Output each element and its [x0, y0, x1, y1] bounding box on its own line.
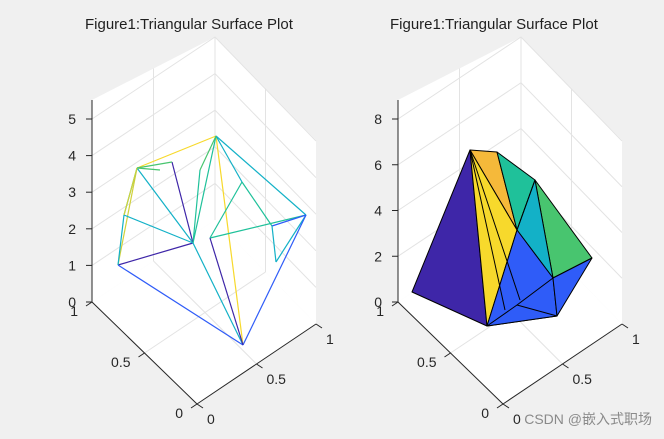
right-z-tick-label: 0: [374, 294, 382, 310]
surface-edge: [123, 214, 194, 244]
left-floor-grid-line: [144, 271, 266, 354]
surface-edge: [241, 181, 273, 227]
left-y-tick-mark: [190, 403, 198, 409]
surface-edge: [199, 135, 217, 171]
surface-edge: [271, 214, 307, 227]
right-y-tick-label: 0.5: [417, 354, 437, 370]
right-x-tick-label: 0.5: [573, 371, 593, 387]
watermark: CSDN @嵌入式职场: [524, 411, 652, 427]
surface-edge: [171, 161, 194, 244]
surface-edge: [192, 242, 244, 346]
surface-edge: [469, 149, 506, 311]
left-y-tick-label: 0.5: [111, 354, 131, 370]
left-y-tick-label: 0: [175, 405, 183, 421]
surface-edge: [136, 167, 161, 171]
left-y-tick-mark: [85, 301, 93, 307]
surface-edge: [215, 135, 243, 183]
right-z-tick-label: 4: [374, 203, 382, 219]
surface-edge: [516, 277, 554, 306]
surface-edge: [516, 179, 536, 231]
surface-face: [486, 304, 558, 327]
surface-edge: [209, 181, 243, 239]
right-x-tick-mark: [562, 363, 569, 369]
right-y-tick-label: 1: [376, 303, 384, 319]
surface-edge: [209, 237, 244, 346]
surface-edge: [192, 135, 217, 244]
left-z-tick-label: 4: [68, 148, 76, 164]
left-x-tick-mark: [256, 363, 263, 369]
surface-edge: [117, 242, 194, 266]
surface-edge: [469, 149, 521, 301]
surface-edge: [123, 167, 138, 216]
left-z-tick-label: 0: [68, 294, 76, 310]
surface-edge: [117, 214, 125, 266]
left-x-tick-label: 0: [207, 411, 215, 427]
left-z-tick-label: 3: [68, 184, 76, 200]
surface-edge: [136, 161, 173, 169]
surface-edge: [136, 135, 217, 169]
right-z-tick-label: 2: [374, 248, 382, 264]
left-y-tick-mark: [138, 352, 145, 358]
right-x-tick-label: 0: [513, 411, 521, 427]
surface-edge: [242, 214, 307, 346]
surface-edge: [271, 225, 277, 263]
left-plot-title: Figure1:Triangular Surface Plot: [85, 16, 293, 33]
right-x-tick-mark: [502, 403, 510, 409]
left-x-tick-label: 0.5: [267, 371, 287, 387]
left-x-tick-mark: [196, 403, 204, 409]
right-y-tick-mark: [444, 352, 451, 358]
left-z-tick-label: 5: [68, 111, 76, 127]
surface-edge: [192, 169, 201, 244]
right-z-tick-label: 6: [374, 157, 382, 173]
left-x-tick-mark: [315, 323, 323, 329]
right-y-tick-label: 0: [481, 405, 489, 421]
right-y-tick-mark: [391, 301, 399, 307]
surface-edge: [117, 264, 244, 346]
surface-edge: [215, 135, 307, 216]
left-x-tick-label: 1: [326, 331, 334, 347]
right-y-tick-mark: [496, 403, 504, 409]
right-z-tick-label: 8: [374, 111, 382, 127]
surface-edge: [136, 167, 194, 244]
surface-edge: [275, 214, 307, 263]
surface-face: [552, 257, 593, 317]
right-x-tick-mark: [621, 323, 629, 329]
left-z-tick-label: 1: [68, 257, 76, 273]
surface-edge: [215, 135, 244, 346]
surface-edge: [209, 214, 307, 239]
right-x-tick-label: 1: [632, 331, 640, 347]
left-z-tick-label: 2: [68, 221, 76, 237]
right-plot-title: Figure1:Triangular Surface Plot: [390, 16, 598, 33]
left-y-tick-label: 1: [70, 303, 78, 319]
